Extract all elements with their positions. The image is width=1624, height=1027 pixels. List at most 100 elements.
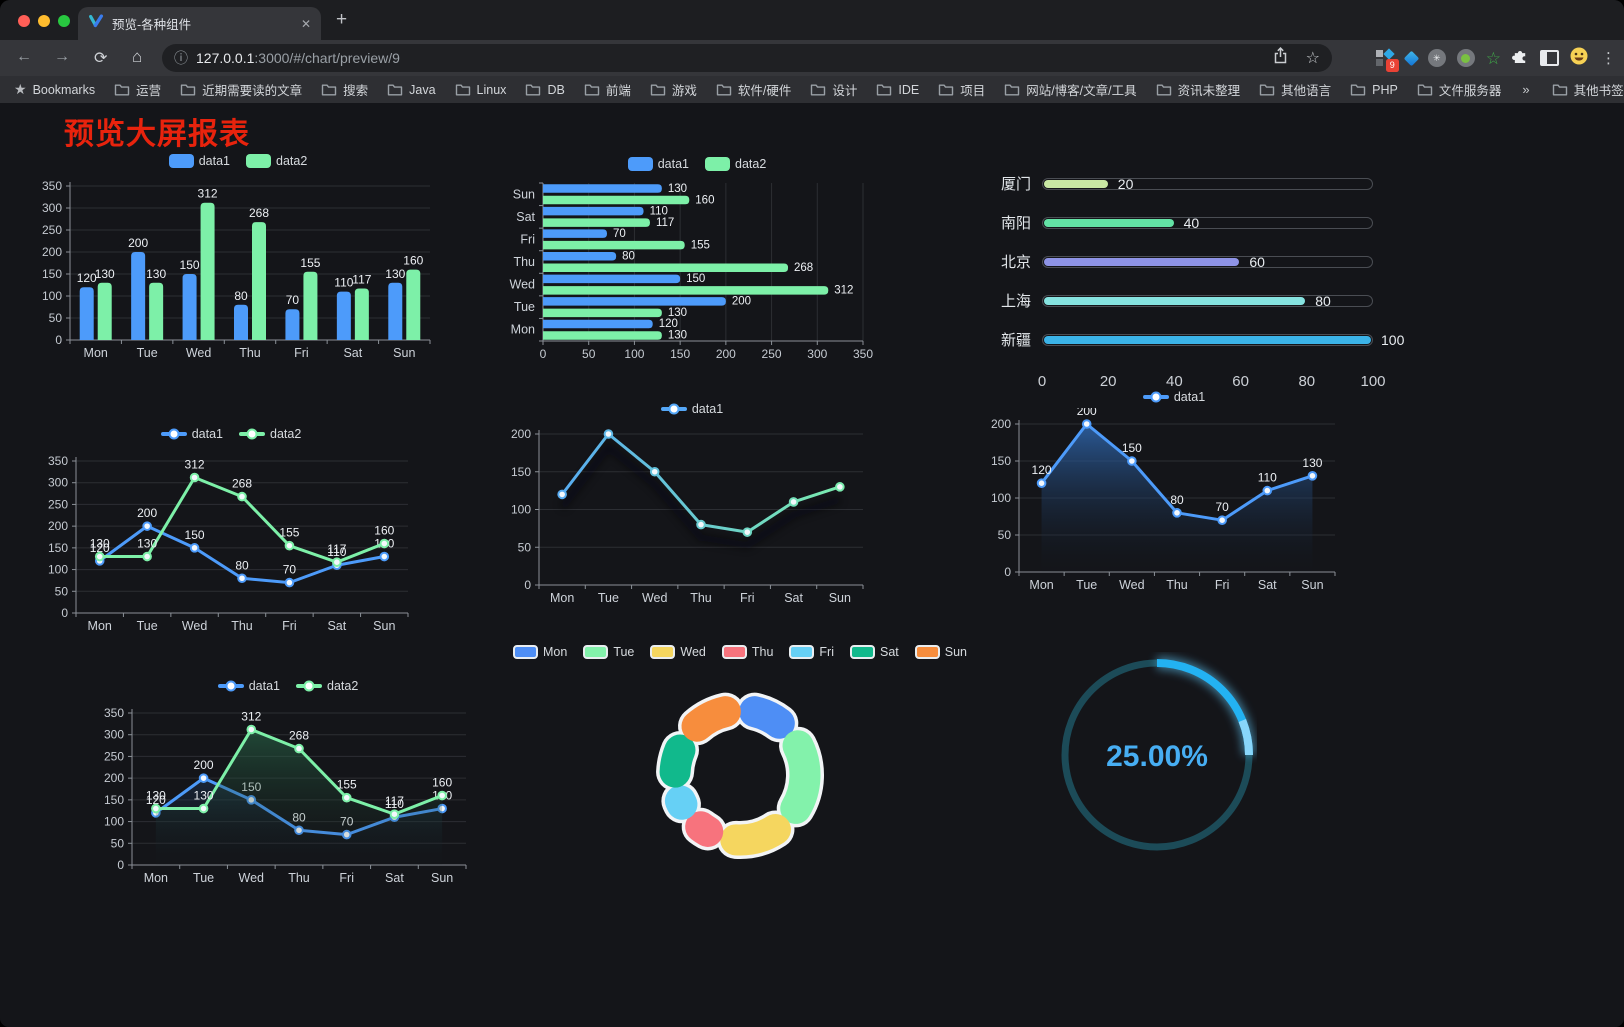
browser-menu-icon[interactable]: ⋮ — [1601, 50, 1616, 67]
svg-text:80: 80 — [235, 558, 249, 572]
progress-value: 80 — [1315, 292, 1331, 309]
svg-text:Wed: Wed — [182, 619, 208, 633]
bookmark-item[interactable]: 前端 — [584, 80, 631, 99]
legend-item[interactable]: data1 — [627, 157, 689, 171]
legend-swatch — [705, 157, 730, 171]
other-bookmarks-folder[interactable]: 其他书签 — [1552, 80, 1624, 99]
legend-item[interactable]: Wed — [650, 645, 706, 659]
legend-item[interactable]: Fri — [789, 645, 834, 659]
svg-text:200: 200 — [42, 245, 62, 259]
reload-icon[interactable]: ⟳ — [94, 50, 108, 67]
legend-item[interactable]: Sat — [850, 645, 899, 659]
dual-line-chart[interactable]: data1 data2 0 50 100 150 200 250 300 350 Mon Tue Wed… — [42, 423, 420, 641]
puzzle-extensions-icon[interactable] — [1512, 47, 1529, 69]
legend-swatch — [850, 645, 875, 659]
minimize-window-button[interactable] — [38, 15, 50, 27]
svg-text:Tue: Tue — [514, 300, 535, 314]
legend-item[interactable]: data2 — [705, 157, 766, 171]
dual-area-line-chart[interactable]: data1 data2 0 50 100 150 200 250 300 350 Mon Tue Wed… — [98, 675, 478, 893]
legend-item[interactable]: Sun — [914, 645, 967, 659]
browser-tab[interactable]: 预览-各种组件 ✕ — [78, 7, 321, 40]
tab-close-icon[interactable]: ✕ — [300, 16, 311, 31]
side-panel-icon[interactable] — [1540, 50, 1559, 66]
vue-devtools-icon[interactable] — [1403, 50, 1420, 66]
extension-green-dot-icon[interactable] — [1456, 49, 1475, 67]
svg-text:Sun: Sun — [431, 871, 453, 885]
extension-circle-icon[interactable]: ✳ — [1427, 49, 1446, 67]
bookmark-item[interactable]: 其他语言 — [1259, 80, 1331, 99]
chart-legend: data1 data2 — [503, 153, 891, 175]
bookmark-item[interactable]: 设计 — [810, 80, 857, 99]
legend-swatch — [296, 680, 322, 692]
extension-grid-icon[interactable]: 9 — [1375, 47, 1399, 72]
legend-label: Fri — [819, 645, 834, 659]
share-icon[interactable] — [1273, 47, 1288, 69]
bookmark-item[interactable]: 资讯未整理 — [1156, 80, 1240, 99]
svg-text:Wed: Wed — [239, 871, 265, 885]
svg-text:268: 268 — [232, 477, 252, 491]
legend-item[interactable]: data2 — [296, 679, 358, 693]
legend-item[interactable]: data2 — [239, 427, 301, 441]
legend-item[interactable]: data1 — [160, 427, 223, 441]
close-window-button[interactable] — [18, 15, 30, 27]
bookmark-item[interactable]: 软件/硬件 — [716, 80, 791, 99]
legend-item[interactable]: data1 — [168, 154, 230, 168]
address-bar[interactable]: ⓘ 127.0.0.1:3000/#/chart/preview/9 ☆ — [162, 44, 1332, 72]
axis-tick-label: 100 — [1360, 373, 1386, 390]
gradient-line-chart[interactable]: data1 0 50 100 150 200 Mon Tue Wed Thu Fri Sat Sun — [503, 398, 881, 613]
bookmark-item[interactable]: Linux — [455, 83, 506, 97]
bookmark-item[interactable]: 近期需要读的文章 — [180, 80, 302, 99]
legend-item[interactable]: data1 — [1142, 390, 1205, 404]
gauge-chart[interactable]: 25.00% — [1057, 652, 1257, 858]
site-info-icon[interactable]: ⓘ — [174, 50, 188, 66]
bookmark-item[interactable]: PHP — [1350, 83, 1398, 97]
bookmark-item[interactable]: 网站/博客/文章/工具 — [1004, 80, 1137, 99]
zoom-window-button[interactable] — [58, 15, 70, 27]
legend-item[interactable]: data1 — [217, 679, 280, 693]
legend-item[interactable]: Tue — [583, 645, 634, 659]
bookmark-item[interactable]: 游戏 — [650, 80, 697, 99]
horizontal-bar-chart[interactable]: data1 data2 0 50 100 150 200 250 300 350 Sun 130 160… — [503, 153, 891, 367]
legend-item[interactable]: data1 — [660, 402, 723, 416]
bookmark-item[interactable]: 项目 — [938, 80, 985, 99]
svg-text:200: 200 — [732, 296, 751, 308]
bookmark-label: PHP — [1372, 82, 1398, 97]
bookmark-item[interactable]: Java — [387, 83, 436, 97]
bookmarks-overflow-chevron[interactable]: » — [1522, 82, 1530, 97]
back-icon[interactable]: ← — [16, 48, 32, 65]
bookmark-item[interactable]: 搜索 — [321, 80, 368, 99]
home-icon[interactable]: ⌂ — [132, 47, 143, 66]
bookmark-item[interactable]: IDE — [876, 83, 919, 97]
grouped-bar-chart[interactable]: data1 data2 0 50 100 150 200 250 300 350 Mon Tue Wed… — [36, 150, 440, 368]
bookmark-item[interactable]: 运营 — [114, 80, 161, 99]
bookmark-star-icon[interactable]: ☆ — [1305, 50, 1320, 67]
svg-text:Tue: Tue — [193, 871, 214, 885]
donut-chart[interactable]: Mon Tue Wed Thu Fri Sat Sun — [512, 641, 967, 891]
bookmarks-label[interactable]: Bookmarks — [32, 82, 96, 97]
area-line-chart[interactable]: data1 0 50 100 150 200 Mon Tue Wed Thu Fri Sat Sun 12… — [985, 386, 1363, 598]
svg-text:110: 110 — [650, 205, 668, 217]
bookmark-item[interactable]: DB — [525, 83, 565, 97]
progress-row: 厦门 20 — [993, 164, 1373, 203]
legend-swatch — [512, 645, 538, 659]
svg-text:117: 117 — [385, 794, 404, 808]
forward-icon[interactable]: → — [54, 48, 70, 65]
green-star-extension-icon[interactable]: ☆ — [1485, 48, 1501, 68]
url-host: 127.0.0.1 — [196, 50, 255, 66]
legend-item[interactable]: data2 — [246, 154, 307, 168]
legend-swatch — [583, 645, 609, 659]
legend-item[interactable]: Thu — [721, 645, 773, 659]
progress-bars-chart[interactable]: 厦门 20 南阳 40 北京 60 上海 80 新疆 100 0 20 40 60 80 100 — [993, 158, 1404, 398]
svg-text:Fri: Fri — [740, 591, 755, 605]
svg-text:200: 200 — [194, 758, 214, 772]
bookmark-item[interactable]: 文件服务器 — [1417, 80, 1501, 99]
svg-text:Fri: Fri — [1215, 578, 1230, 592]
new-tab-button[interactable]: + — [336, 9, 348, 30]
svg-text:70: 70 — [286, 293, 300, 307]
svg-text:Sun: Sun — [1301, 578, 1323, 592]
emoji-extension-icon[interactable] — [1570, 47, 1588, 70]
svg-text:155: 155 — [300, 256, 320, 270]
svg-text:Fri: Fri — [294, 346, 309, 360]
legend-item[interactable]: Mon — [512, 645, 567, 659]
svg-text:150: 150 — [686, 273, 705, 285]
